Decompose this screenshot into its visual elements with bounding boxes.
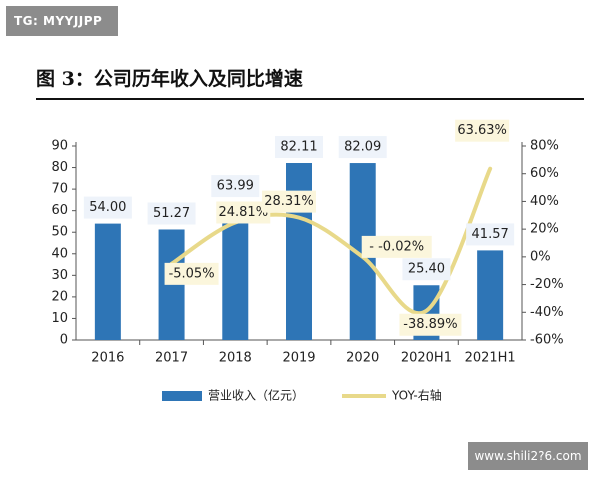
bar-data-label: 25.40	[408, 262, 445, 277]
tg-badge: TG: MYYJJPP	[6, 6, 118, 36]
left-tick-label: 20	[51, 289, 68, 304]
right-tick-label: -60%	[530, 333, 564, 348]
x-tick-label: 2021H1	[465, 351, 516, 366]
yoy-data-label: -5.05%	[169, 266, 215, 281]
yoy-data-label: -38.89%	[403, 317, 457, 332]
left-tick-label: 60	[51, 203, 68, 218]
right-tick-label: 40%	[530, 194, 559, 209]
left-tick-label: 70	[51, 182, 68, 197]
left-tick-label: 0	[60, 333, 68, 348]
bar-data-label: 41.57	[472, 227, 509, 242]
left-tick-label: 10	[51, 311, 68, 326]
yoy-data-label: 28.31%	[264, 194, 314, 209]
x-tick-label: 2018	[219, 351, 252, 366]
revenue-bar	[477, 250, 504, 340]
right-tick-label: 80%	[530, 139, 559, 154]
revenue-bar	[94, 223, 121, 340]
bar-data-label: 82.11	[280, 140, 317, 155]
left-tick-label: 30	[51, 268, 68, 283]
bar-label-bg	[211, 175, 260, 198]
yoy-label-bg	[455, 119, 510, 142]
right-tick-label: 0%	[530, 249, 551, 264]
bar-data-label: 63.99	[217, 179, 254, 194]
yoy-label-bg	[164, 262, 219, 285]
bar-label-bg	[338, 136, 387, 159]
x-tick-label: 2020H1	[401, 351, 452, 366]
bar-label-bg	[402, 258, 451, 281]
yoy-data-label: - -0.02%	[369, 239, 424, 254]
bar-label-bg	[466, 223, 515, 246]
left-tick-label: 80	[51, 160, 68, 175]
bar-data-label: 51.27	[153, 206, 190, 221]
right-tick-label: 20%	[530, 222, 559, 237]
legend-bar-swatch	[162, 391, 202, 401]
right-tick-label: 60%	[530, 166, 559, 181]
x-tick-label: 2019	[282, 351, 315, 366]
bar-label-bg	[147, 202, 196, 225]
x-tick-label: 2020	[346, 351, 379, 366]
yoy-data-label: 24.81%	[218, 205, 268, 220]
yoy-label-bg	[216, 201, 271, 224]
left-tick-label: 90	[51, 139, 68, 154]
legend-line-label: YOY-右轴	[391, 388, 442, 403]
figure-title: 图 3：公司历年收入及同比增速	[36, 68, 303, 90]
bar-label-bg	[275, 136, 323, 159]
right-tick-label: -20%	[530, 277, 564, 292]
x-tick-label: 2016	[91, 351, 124, 366]
left-tick-label: 40	[51, 246, 68, 261]
right-tick-label: -40%	[530, 305, 564, 320]
left-tick-label: 50	[51, 225, 68, 240]
bar-data-label: 54.00	[89, 200, 126, 215]
yoy-label-bg	[399, 313, 462, 336]
yoy-label-bg	[262, 190, 316, 213]
title-divider	[36, 98, 584, 100]
bar-data-label: 82.09	[344, 140, 381, 155]
bar-label-bg	[83, 196, 132, 219]
yoy-data-label: 63.63%	[457, 123, 507, 138]
watermark-badge: www.shili2?6.com	[468, 442, 588, 470]
revenue-bar	[286, 163, 312, 340]
x-tick-label: 2017	[155, 351, 188, 366]
legend-bar-label: 营业收入（亿元）	[208, 388, 304, 403]
yoy-label-bg	[361, 235, 432, 258]
